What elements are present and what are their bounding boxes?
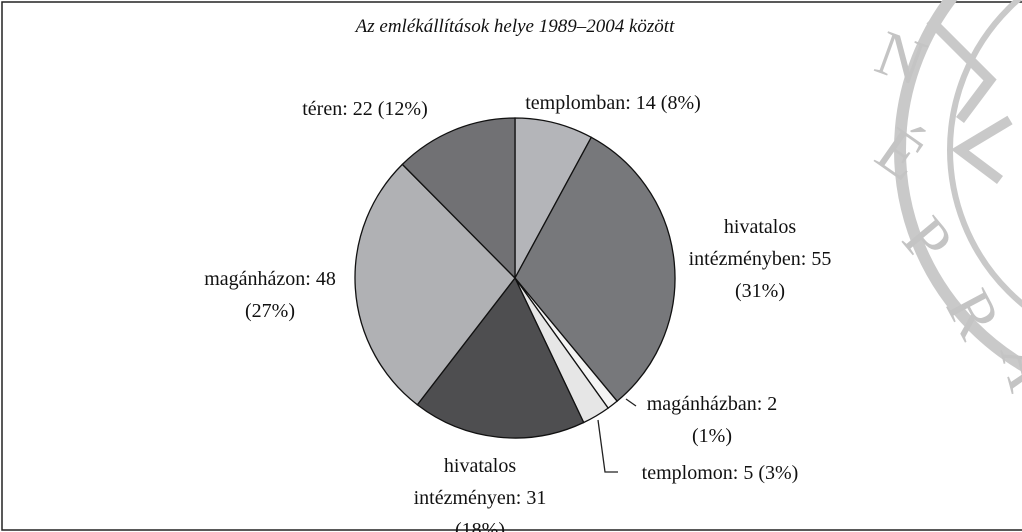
- slice-label: hivatalos intézményen: 31 (18%): [400, 450, 560, 532]
- slice-value: 5 (3%): [743, 462, 799, 484]
- slice-category: magánházon:: [204, 268, 311, 290]
- slice-category: templomon:: [641, 462, 739, 484]
- watermark-seal: [894, 0, 1022, 372]
- slice-label: templomon: 5 (3%): [605, 457, 835, 489]
- slice-label: magánházban: 2 (1%): [637, 388, 787, 452]
- pie-slice: [416, 276, 585, 439]
- pie-slice: [514, 136, 676, 403]
- pie-slice: [401, 117, 516, 280]
- slice-value: 48 (27%): [245, 268, 336, 322]
- slice-label: téren: 22 (12%): [250, 93, 480, 125]
- slice-category: templomban:: [525, 92, 631, 114]
- watermark-letter: É: [864, 113, 937, 194]
- slice-value: 31 (18%): [455, 487, 547, 532]
- slice-label: templomban: 14 (8%): [483, 87, 743, 119]
- slice-category: hivatalos intézményben:: [688, 216, 807, 270]
- slice-category: hivatalos intézményen:: [413, 455, 522, 509]
- slice-label: hivatalos intézményben: 55 (31%): [675, 211, 845, 307]
- slice-category: téren:: [302, 98, 348, 120]
- slice-value: 14 (8%): [635, 92, 701, 114]
- slice-value: 22 (12%): [352, 98, 428, 120]
- leader-line: [625, 398, 637, 407]
- slice-label: magánházon: 48 (27%): [185, 263, 355, 327]
- pie-slice: [354, 163, 516, 406]
- leader-line: [597, 419, 618, 473]
- slice-value: 2 (1%): [692, 393, 778, 447]
- chart-title: Az emlékállítások helye 1989–2004 között: [355, 16, 675, 37]
- slice-value: 55 (31%): [735, 248, 832, 302]
- slice-category: magánházban:: [646, 393, 763, 415]
